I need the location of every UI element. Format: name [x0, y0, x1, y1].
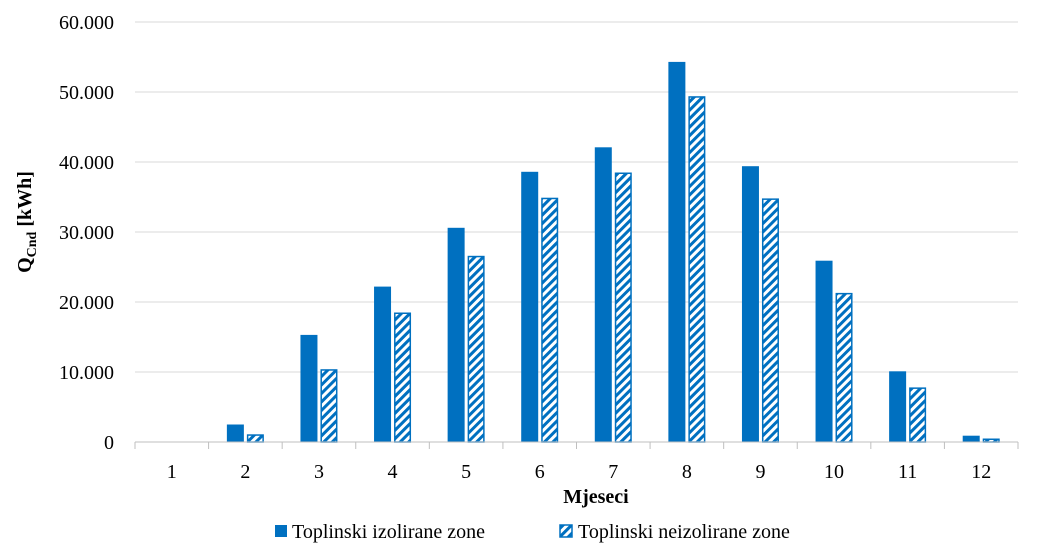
bars [226, 61, 1000, 443]
bar-izolirane [521, 171, 539, 443]
y-tick-labels: 0 10.000 20.000 30.000 40.000 50.000 60.000 [59, 12, 114, 454]
x-tick-label: 4 [388, 461, 398, 483]
bar-izolirane [962, 435, 980, 442]
bar-izolirane [300, 334, 318, 442]
bar-neizolirane [761, 198, 779, 443]
x-tick-label: 7 [608, 461, 618, 483]
bar-izolirane [741, 166, 759, 442]
bar-izolirane [226, 424, 244, 442]
legend-swatch-izolirane [275, 525, 287, 537]
bar-neizolirane [688, 96, 706, 443]
bar-izolirane [594, 147, 612, 443]
axes [134, 441, 1019, 449]
x-tick-label: 8 [682, 461, 692, 483]
legend-swatch-neizolirane [559, 524, 573, 538]
legend: Toplinski izolirane zone Toplinski neizo… [275, 521, 790, 543]
y-axis-title: QCnd [kWh] [14, 171, 40, 273]
y-tick-label: 0 [104, 432, 114, 454]
bar-izolirane [374, 286, 392, 442]
y-axis-title-subscript: Cnd [25, 231, 40, 257]
bar-izolirane [815, 260, 833, 442]
y-tick-label: 50.000 [59, 82, 114, 104]
x-tick-label: 11 [898, 461, 917, 483]
bar-neizolirane [835, 292, 853, 443]
x-tick-label: 12 [971, 461, 991, 483]
bar-izolirane [447, 227, 465, 442]
x-tick-label: 2 [240, 461, 250, 483]
y-tick-label: 60.000 [59, 12, 114, 34]
bar-neizolirane [320, 369, 338, 443]
x-axis-title: Mjeseci [563, 486, 629, 508]
bar-neizolirane [394, 312, 412, 443]
y-tick-label: 30.000 [59, 222, 114, 244]
y-tick-label: 20.000 [59, 292, 114, 314]
bar-neizolirane [541, 197, 559, 443]
bar-izolirane [668, 61, 686, 443]
bar-neizolirane [614, 172, 632, 443]
bar-neizolirane [909, 387, 927, 443]
y-axis-title-unit: [kWh] [14, 171, 36, 232]
bar-izolirane [889, 371, 907, 442]
bar-neizolirane [467, 255, 485, 443]
x-tick-label: 6 [535, 461, 545, 483]
x-tick-label: 9 [755, 461, 765, 483]
x-tick-label: 1 [167, 461, 177, 483]
x-tick-label: 10 [824, 461, 844, 483]
y-tick-label: 10.000 [59, 362, 114, 384]
gridlines [135, 21, 1018, 373]
x-tick-label: 5 [461, 461, 471, 483]
y-tick-label: 40.000 [59, 152, 114, 174]
bar-neizolirane [246, 434, 264, 443]
x-tick-label: 3 [314, 461, 324, 483]
x-tick-labels: 1 2 3 4 5 6 7 8 9 10 11 12 [167, 461, 991, 483]
legend-label-neizolirane: Toplinski neizolirane zone [578, 521, 790, 543]
legend-label-izolirane: Toplinski izolirane zone [292, 521, 485, 543]
